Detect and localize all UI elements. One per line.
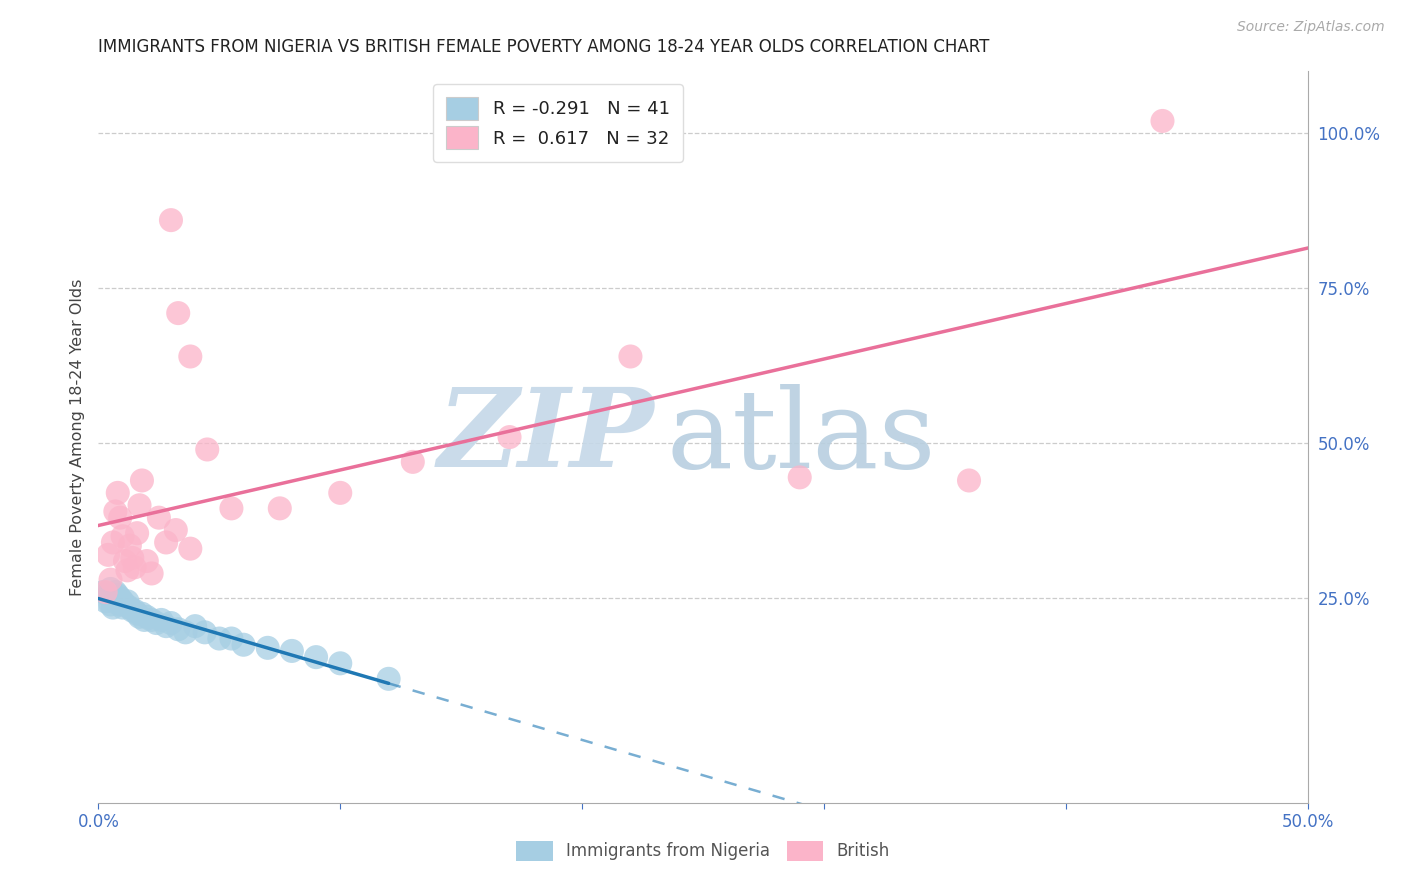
Point	[131, 474, 153, 488]
Text: IMMIGRANTS FROM NIGERIA VS BRITISH FEMALE POVERTY AMONG 18-24 YEAR OLDS CORRELAT: IMMIGRANTS FROM NIGERIA VS BRITISH FEMAL…	[98, 38, 990, 56]
Point	[117, 563, 139, 577]
Y-axis label: Female Poverty Among 18-24 Year Olds: Female Poverty Among 18-24 Year Olds	[69, 278, 84, 596]
Point	[104, 594, 127, 608]
Text: ZIP: ZIP	[439, 384, 655, 491]
Point	[148, 510, 170, 524]
Point	[97, 548, 120, 562]
Point	[117, 594, 139, 608]
Point	[100, 573, 122, 587]
Point	[141, 613, 163, 627]
Point	[118, 600, 141, 615]
Point	[124, 604, 146, 618]
Point	[127, 526, 149, 541]
Point	[108, 510, 131, 524]
Text: Source: ZipAtlas.com: Source: ZipAtlas.com	[1237, 20, 1385, 34]
Point	[94, 594, 117, 608]
Point	[402, 455, 425, 469]
Point	[135, 610, 157, 624]
Point	[111, 594, 134, 608]
Point	[208, 632, 231, 646]
Point	[135, 554, 157, 568]
Point	[111, 600, 134, 615]
Point	[150, 613, 173, 627]
Point	[160, 213, 183, 227]
Point	[256, 640, 278, 655]
Point	[108, 591, 131, 606]
Point	[160, 615, 183, 630]
Point	[174, 625, 197, 640]
Point	[184, 619, 207, 633]
Point	[107, 486, 129, 500]
Point	[104, 504, 127, 518]
Point	[124, 560, 146, 574]
Point	[179, 350, 201, 364]
Point	[179, 541, 201, 556]
Point	[141, 566, 163, 581]
Point	[145, 615, 167, 630]
Point	[305, 650, 328, 665]
Point	[111, 529, 134, 543]
Point	[101, 600, 124, 615]
Point	[108, 598, 131, 612]
Point	[155, 535, 177, 549]
Point	[167, 306, 190, 320]
Point	[221, 501, 243, 516]
Point	[269, 501, 291, 516]
Point	[281, 644, 304, 658]
Point	[118, 539, 141, 553]
Legend: Immigrants from Nigeria, British: Immigrants from Nigeria, British	[509, 834, 897, 868]
Point	[377, 672, 399, 686]
Point	[101, 591, 124, 606]
Point	[121, 551, 143, 566]
Point	[100, 582, 122, 596]
Point	[114, 554, 136, 568]
Point	[121, 604, 143, 618]
Point	[1152, 114, 1174, 128]
Point	[128, 610, 150, 624]
Point	[94, 585, 117, 599]
Point	[167, 622, 190, 636]
Point	[100, 598, 122, 612]
Point	[131, 607, 153, 621]
Point	[232, 638, 254, 652]
Point	[194, 625, 217, 640]
Text: atlas: atlas	[666, 384, 936, 491]
Point	[127, 607, 149, 621]
Point	[221, 632, 243, 646]
Point	[134, 613, 156, 627]
Point	[97, 588, 120, 602]
Point	[114, 598, 136, 612]
Point	[107, 588, 129, 602]
Point	[155, 619, 177, 633]
Point	[329, 486, 352, 500]
Point	[498, 430, 520, 444]
Point	[957, 474, 980, 488]
Point	[165, 523, 187, 537]
Point	[128, 498, 150, 512]
Point	[789, 470, 811, 484]
Point	[329, 657, 352, 671]
Point	[91, 585, 114, 599]
Point	[104, 585, 127, 599]
Point	[195, 442, 218, 457]
Point	[101, 535, 124, 549]
Point	[619, 350, 641, 364]
